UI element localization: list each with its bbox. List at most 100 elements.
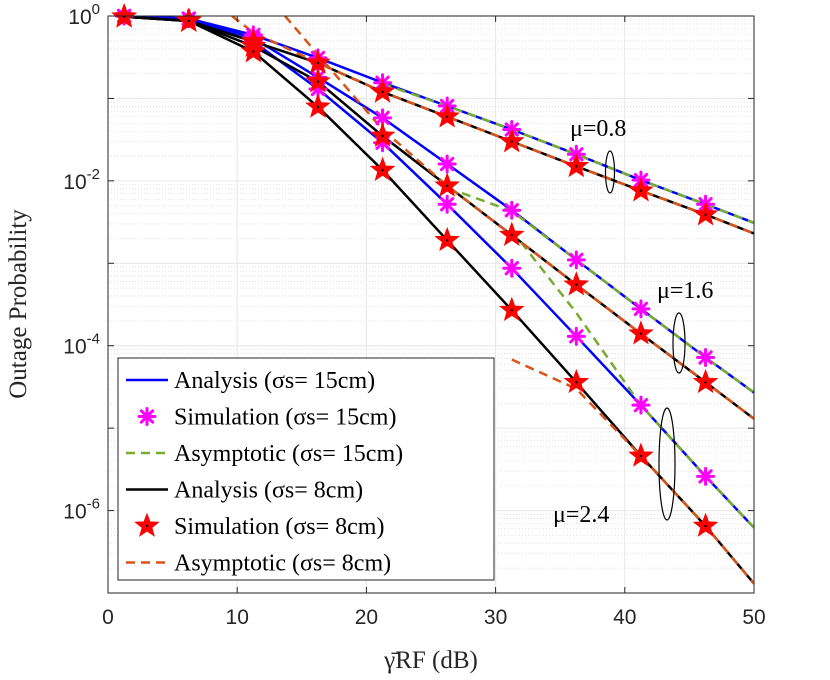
data-point-marker — [631, 395, 651, 415]
asterisk-stroke — [633, 398, 649, 413]
data-point-marker — [502, 258, 522, 278]
marker-center-dot — [639, 454, 643, 458]
legend-marker-swatch — [134, 512, 160, 537]
data-point-marker — [437, 194, 457, 214]
marker-center-dot — [252, 50, 255, 53]
annotation-mu-1.6: μ=1.6 — [657, 278, 713, 304]
legend-entry: Analysis (σs= 8cm) — [126, 478, 363, 504]
annotations: μ=0.8 μ=1.6 μ=2.4 — [553, 116, 713, 528]
marker-group — [111, 3, 719, 537]
data-point-marker — [434, 226, 460, 252]
plot-frame — [107, 15, 755, 594]
legend-entry: Simulation (σs= 15cm) — [137, 405, 396, 431]
marker-center-dot — [187, 19, 190, 23]
legend-label: Asymptotic (σs= 15cm) — [174, 441, 403, 467]
data-point-marker — [498, 221, 525, 246]
data-point-marker — [498, 128, 525, 153]
data-point-marker — [305, 93, 331, 118]
marker-center-dot — [575, 165, 578, 168]
marker-center-dot — [575, 283, 578, 286]
annotation-mu-2.4: μ=2.4 — [553, 502, 609, 528]
asterisk-stroke — [698, 469, 713, 484]
legend: Analysis (σs= 15cm) Simulation (σs= 15cm)… — [117, 357, 495, 581]
annotation-ellipse-mu-2.4 — [658, 407, 676, 521]
marker-center-dot — [145, 524, 149, 528]
data-point-marker — [563, 368, 590, 394]
legend-box — [117, 357, 495, 581]
legend-entry: Asymptotic (σs= 8cm) — [126, 551, 391, 577]
series-line-asymptotic-s-8cm-2.4 — [511, 358, 754, 585]
asterisk-stroke — [633, 301, 649, 317]
data-point-marker — [175, 7, 202, 32]
legend-entry: Asymptotic (σs= 15cm) — [126, 441, 403, 467]
axis-ticks: 0 10 20 30 40 50 100 10-2 10-4 10-6 — [63, 1, 765, 629]
data-point-marker — [369, 122, 396, 147]
x-axis-label: γ̄RF (dB) — [383, 647, 478, 674]
data-point-marker — [628, 177, 654, 202]
data-point-marker — [563, 271, 590, 296]
data-point-marker — [692, 368, 719, 394]
data-point-marker — [502, 200, 522, 220]
marker-center-dot — [704, 524, 707, 528]
asterisk-stroke — [439, 156, 455, 172]
marker-center-dot — [316, 61, 320, 65]
annotation-mu-0.8: μ=0.8 — [570, 116, 626, 142]
marker-center-dot — [381, 90, 384, 94]
x-tick-label: 0 — [102, 606, 114, 629]
data-point-marker — [628, 442, 654, 467]
y-tick-label: 10-2 — [63, 166, 100, 194]
asterisk-stroke — [504, 261, 519, 276]
series-line-asymptotic-s-8cm-0.8 — [231, 16, 754, 235]
legend-entry: Simulation (σs= 8cm) — [134, 512, 384, 540]
marker-center-dot — [639, 332, 643, 335]
data-point-marker — [692, 201, 719, 226]
y-tick-label: 10-4 — [63, 331, 100, 359]
x-tick-label: 20 — [355, 606, 378, 629]
marker-center-dot — [510, 233, 513, 237]
marker-center-dot — [510, 140, 513, 143]
x-tick-label: 30 — [484, 606, 507, 629]
marker-center-dot — [316, 105, 320, 109]
data-point-marker — [305, 49, 331, 74]
legend-label: Asymptotic (σs= 8cm) — [174, 551, 391, 577]
legend-label: Simulation (σs= 8cm) — [174, 514, 384, 540]
series-line-asymptotic-s-15cm-1.6 — [461, 191, 754, 394]
x-tick-label: 40 — [613, 606, 636, 629]
asterisk-stroke — [375, 110, 390, 126]
legend-marker-swatch — [137, 407, 157, 426]
asterisk-stroke — [439, 197, 455, 212]
data-point-marker — [631, 299, 651, 319]
marker-center-dot — [445, 115, 449, 118]
data-point-marker — [369, 156, 396, 181]
data-point-marker — [692, 512, 719, 537]
marker-center-dot — [445, 239, 449, 242]
legend-label: Simulation (σs= 15cm) — [174, 405, 396, 431]
annotation-ellipse-mu-0.8 — [604, 150, 616, 194]
data-point-marker — [434, 103, 460, 128]
data-point-marker — [240, 38, 267, 63]
legend-label: Analysis (σs= 15cm) — [174, 368, 375, 394]
data-point-marker — [437, 154, 457, 174]
asterisk-stroke — [569, 329, 584, 344]
data-point-marker — [434, 172, 460, 197]
annotation-ellipse-mu-1.6 — [672, 312, 686, 374]
marker-center-dot — [510, 308, 513, 312]
asterisk-stroke — [504, 203, 519, 218]
data-point-marker — [696, 466, 716, 486]
y-tick-label: 100 — [68, 1, 100, 29]
data-point-marker — [498, 296, 525, 322]
marker-center-dot — [381, 134, 384, 138]
legend-label: Analysis (σs= 8cm) — [174, 478, 363, 504]
marker-center-dot — [445, 184, 449, 188]
data-point-marker — [628, 320, 654, 345]
marker-center-dot — [381, 168, 384, 172]
y-tick-label: 10-6 — [63, 496, 100, 524]
legend-entry: Analysis (σs= 15cm) — [126, 368, 375, 394]
x-tick-label: 10 — [226, 606, 249, 629]
data-point-marker — [369, 78, 396, 103]
x-tick-label: 50 — [742, 606, 765, 629]
marker-center-dot — [639, 189, 643, 192]
marker-center-dot — [575, 381, 578, 384]
data-point-marker — [696, 347, 716, 367]
